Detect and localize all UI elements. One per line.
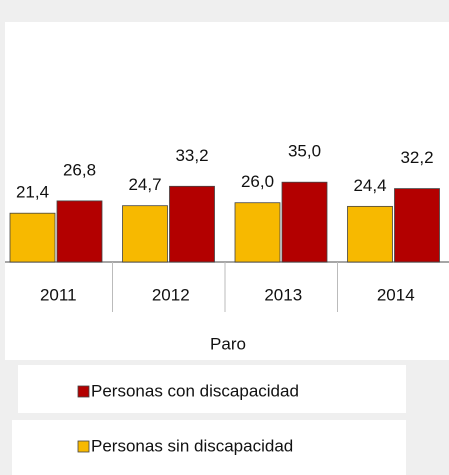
value-label: 32,2: [400, 148, 433, 167]
value-label: 33,2: [175, 146, 208, 165]
x-axis-label: Paro: [210, 334, 246, 353]
legend-label: Personas sin discapacidad: [91, 436, 293, 455]
legend-swatch: [77, 440, 90, 453]
value-label: 26,0: [241, 172, 274, 191]
bar: [56, 200, 103, 263]
value-label: 24,4: [353, 176, 386, 195]
bar: [347, 205, 393, 263]
bar: [281, 181, 328, 263]
legend-label: Personas con discapacidad: [91, 381, 299, 400]
bar: [234, 202, 281, 263]
plot: 2011 21,4 26,8 2012 24,7 33,2 2013 26,0 35,0 2014…: [5, 142, 449, 312]
value-label: 24,7: [128, 175, 161, 194]
plot-panel: [5, 22, 449, 360]
value-label: 35,0: [288, 142, 321, 161]
value-label: 21,4: [16, 183, 49, 202]
bar: [9, 212, 56, 263]
x-tick-label: 2014: [377, 285, 415, 304]
legend-swatch: [77, 385, 90, 398]
bar: [394, 188, 440, 263]
x-tick-label: 2013: [264, 285, 302, 304]
bar: [122, 205, 168, 263]
value-label: 26,8: [63, 160, 96, 179]
x-tick-label: 2012: [152, 285, 190, 304]
bar: [169, 185, 215, 263]
x-tick-label: 2011: [40, 285, 77, 304]
